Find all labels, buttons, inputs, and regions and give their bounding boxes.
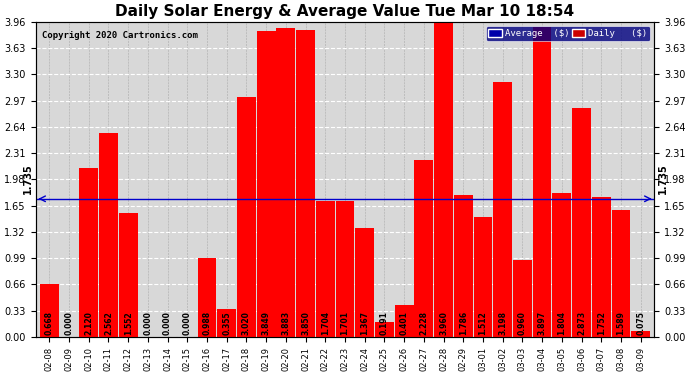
Title: Daily Solar Energy & Average Value Tue Mar 10 18:54: Daily Solar Energy & Average Value Tue M… [115,4,575,19]
Text: 3.020: 3.020 [242,311,251,335]
Text: 1.804: 1.804 [558,311,566,335]
Text: Copyright 2020 Cartronics.com: Copyright 2020 Cartronics.com [41,31,197,40]
Legend: Average  ($), Daily   ($): Average ($), Daily ($) [486,26,650,40]
Bar [335,201,355,337]
Bar [197,258,217,337]
Bar [217,309,236,337]
Text: 1.735: 1.735 [23,163,32,194]
Bar [296,30,315,337]
Text: 1.704: 1.704 [321,311,330,335]
Text: 3.960: 3.960 [439,311,448,335]
Text: 0.191: 0.191 [380,311,389,335]
Text: 3.850: 3.850 [301,311,310,335]
Text: 1.552: 1.552 [124,312,132,335]
Text: 0.000: 0.000 [183,311,192,335]
Bar [277,28,295,337]
Bar [553,193,571,337]
Bar [592,197,611,337]
Text: 1.589: 1.589 [616,311,625,335]
Bar [415,159,433,337]
Text: 1.512: 1.512 [478,312,488,335]
Bar [611,210,631,337]
Text: 1.735: 1.735 [658,163,667,194]
Bar [572,108,591,337]
Bar [493,82,512,337]
Bar [513,261,532,337]
Bar [79,168,98,337]
Text: 3.897: 3.897 [538,311,546,335]
Text: 2.562: 2.562 [104,312,113,335]
Text: 3.198: 3.198 [498,311,507,335]
Text: 0.075: 0.075 [636,311,645,335]
Bar [316,201,335,337]
Text: 0.960: 0.960 [518,311,527,335]
Text: 0.000: 0.000 [65,311,74,335]
Bar [257,30,275,337]
Text: 0.355: 0.355 [222,312,231,335]
Bar [533,27,551,337]
Text: 0.401: 0.401 [400,311,408,335]
Bar [355,228,374,337]
Bar [119,213,137,337]
Bar [434,22,453,337]
Text: 1.752: 1.752 [597,311,606,335]
Text: 0.668: 0.668 [45,311,54,335]
Text: 2.873: 2.873 [577,311,586,335]
Text: 2.228: 2.228 [420,311,428,335]
Text: 1.701: 1.701 [340,311,350,335]
Text: 3.849: 3.849 [262,311,270,335]
Bar [40,284,59,337]
Text: 0.000: 0.000 [144,311,152,335]
Text: 1.786: 1.786 [459,311,468,335]
Bar [99,133,118,337]
Text: 1.367: 1.367 [360,311,369,335]
Bar [395,305,413,337]
Text: 2.120: 2.120 [84,311,93,335]
Bar [473,216,493,337]
Text: 0.988: 0.988 [202,311,212,335]
Text: 3.883: 3.883 [282,311,290,335]
Bar [375,322,394,337]
Text: 0.000: 0.000 [163,311,172,335]
Bar [237,96,256,337]
Bar [454,195,473,337]
Bar [631,331,650,337]
